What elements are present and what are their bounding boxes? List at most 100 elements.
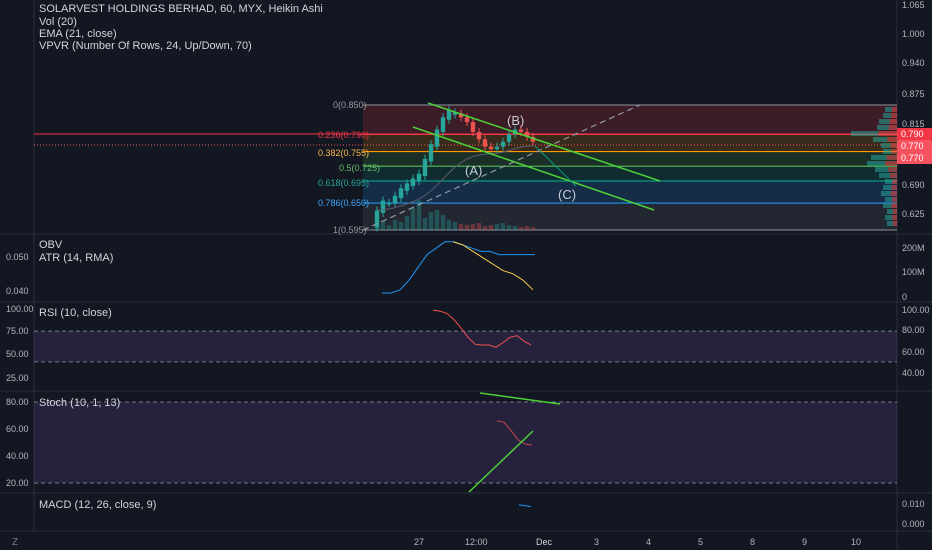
candle-body [494, 146, 500, 150]
stoch-legend[interactable]: Stoch (10, 1, 13) [39, 397, 121, 409]
trendline-lower [412, 126, 655, 211]
candle-body [392, 195, 398, 204]
vpvr-bar-up [873, 137, 888, 142]
volume-bar [482, 226, 488, 230]
candle-body [404, 183, 410, 191]
vpvr-bar-down [888, 167, 897, 172]
volume-bar [392, 220, 398, 230]
vpvr-bar-up [851, 131, 879, 136]
candle-body [524, 131, 530, 137]
time-tick: 8 [750, 537, 756, 547]
volume-bar [494, 224, 500, 230]
rsi-left-tick: 50.00 [6, 349, 29, 359]
volume-bar [386, 225, 392, 230]
fib-zone [363, 166, 897, 181]
candle-body [452, 112, 458, 115]
vpvr-bar-down [892, 179, 897, 184]
candle-body [482, 139, 488, 147]
stoch-tick: 60.00 [6, 424, 29, 434]
obv-tick: 0 [902, 292, 908, 302]
time-tick: 3 [594, 537, 600, 547]
time-tick: Dec [536, 537, 553, 547]
fib-label-0618: 0.618(0.695) [318, 178, 370, 188]
rsi-left-tick: 25.00 [6, 373, 29, 383]
atr-legend[interactable]: ATR (14, RMA) [39, 252, 114, 264]
candle-body [488, 146, 494, 150]
symbol-title: SOLARVEST HOLDINGS BERHAD, 60, MYX, Heik… [39, 3, 323, 15]
fib-label-0382: 0.382(0.755) [318, 148, 370, 158]
fib-label-05: 0.5(0.725) [339, 163, 381, 173]
trendline-upper [427, 102, 661, 182]
atr-tick: 0.040 [6, 286, 29, 296]
time-tick: 12:00 [465, 537, 488, 547]
vpvr-legend[interactable]: VPVR (Number Of Rows, 24, Up/Down, 70) [39, 40, 252, 52]
rsi-band [34, 331, 897, 362]
volume-bar [446, 220, 452, 230]
rsi-right-tick: 40.00 [902, 368, 925, 378]
volume-bar [404, 216, 410, 230]
candle-body [398, 188, 404, 199]
stoch-line [496, 420, 533, 446]
vpvr-bar-up [885, 107, 893, 112]
price-tick: 0.690 [902, 180, 925, 190]
volume-bar [488, 225, 494, 230]
vpvr-bar-down [889, 173, 897, 178]
candle-body [422, 158, 428, 177]
vpvr-bar-up [883, 113, 892, 118]
vpvr-bar-down [892, 197, 897, 202]
volume-bar [524, 226, 530, 230]
vol-legend[interactable]: Vol (20) [39, 16, 77, 28]
fib-zone [363, 203, 897, 230]
price-tick: 0.625 [902, 209, 925, 219]
candle-body [470, 122, 476, 132]
obv-legend[interactable]: OBV [39, 239, 63, 251]
candle-body [458, 113, 464, 118]
volume-bar [518, 227, 524, 230]
wave-path [534, 145, 577, 187]
ema-legend[interactable]: EMA (21, close) [39, 28, 117, 40]
fib-zone [363, 151, 897, 167]
fib-zone [363, 180, 897, 204]
vpvr-bar-down [889, 119, 897, 124]
tradingview-logo[interactable]: Z [12, 537, 19, 548]
vpvr-bar-up [877, 125, 889, 130]
volume-bar [380, 221, 386, 230]
vpvr-bar-up [883, 203, 892, 208]
candle-body [434, 129, 440, 147]
candle-body [380, 200, 386, 213]
price-tick: 0.815 [902, 119, 925, 129]
vpvr-bar-down [890, 191, 897, 196]
volume-bar [416, 200, 422, 230]
rsi-legend[interactable]: RSI (10, close) [39, 307, 112, 319]
stoch-tick: 20.00 [6, 478, 29, 488]
ema-line [376, 145, 534, 211]
vpvr-bar-down [891, 185, 897, 190]
vpvr-bar-down [890, 143, 897, 148]
volume-bar [512, 226, 518, 230]
fib-label-1: 1(0.595) [333, 225, 367, 235]
vpvr-bar-down [878, 131, 897, 136]
stoch-trendline [468, 430, 534, 493]
vpvr-bar-up [885, 197, 893, 202]
vpvr-bar-up [883, 185, 892, 190]
macd-legend[interactable]: MACD (12, 26, close, 9) [39, 499, 157, 511]
price-tick: 0.940 [902, 58, 925, 68]
vpvr-bar-up [871, 155, 887, 160]
obv-tick: 100M [902, 267, 925, 277]
candle-body [428, 144, 434, 162]
price-tag-last: 0.790 [897, 128, 932, 140]
rsi-right-tick: 100.00 [902, 305, 930, 315]
volume-bar [506, 225, 512, 230]
rsi-right-tick: 80.00 [902, 325, 925, 335]
volume-bar [500, 223, 506, 230]
time-tick: 9 [802, 537, 808, 547]
rsi-left-tick: 100.00 [6, 304, 34, 314]
vpvr-bar-down [892, 215, 897, 220]
volume-bar [458, 224, 464, 230]
vpvr-bar-up [867, 161, 885, 166]
fib-trend-dashed [362, 104, 641, 231]
vpvr-bar-up [875, 167, 889, 172]
vpvr-bar-down [891, 203, 897, 208]
vpvr-bar-up [879, 119, 890, 124]
